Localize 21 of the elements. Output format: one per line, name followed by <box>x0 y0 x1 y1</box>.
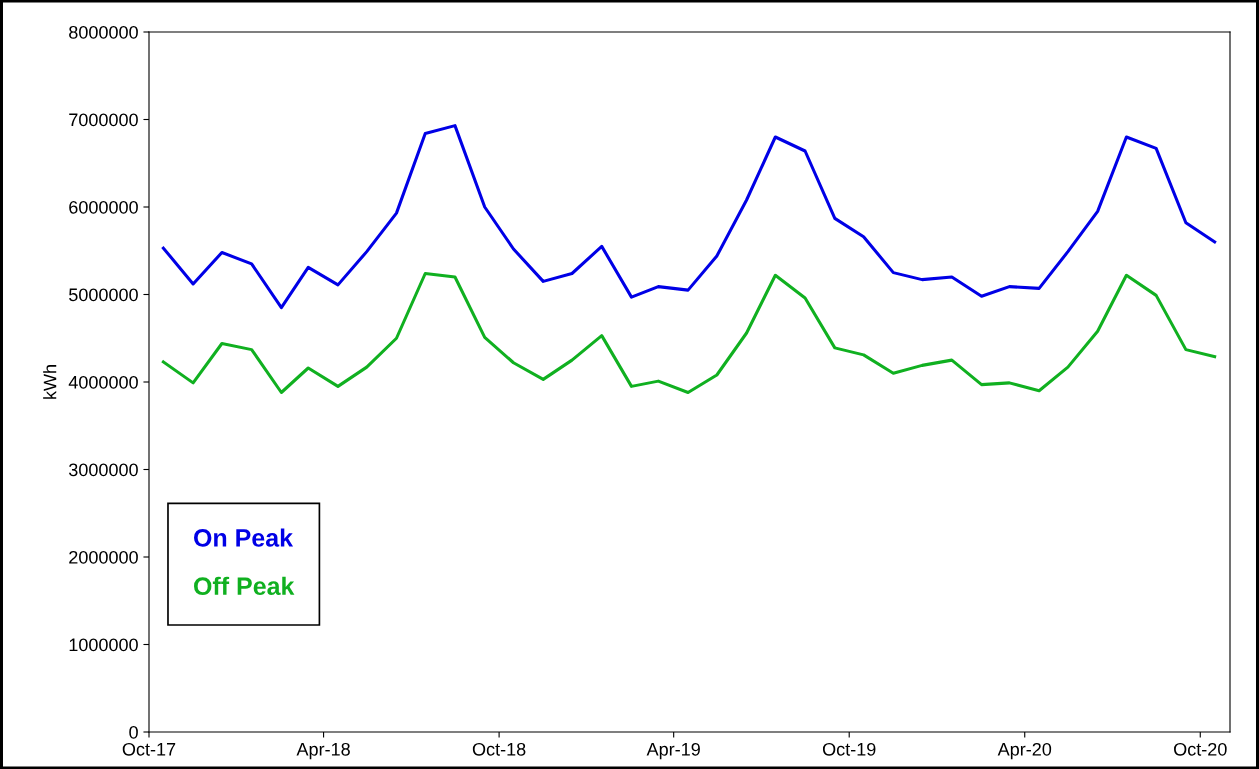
y-tick-label: 8000000 <box>69 25 138 39</box>
y-tick-label: 4000000 <box>68 375 138 389</box>
line-series <box>161 271 1217 395</box>
x-tick-label: Apr-20 <box>997 742 1052 760</box>
y-tick-label: 6000000 <box>69 200 138 214</box>
x-tick-label: Oct-20 <box>1174 742 1227 756</box>
y-tick-label: 2000000 <box>69 550 138 564</box>
line-series <box>161 124 1217 310</box>
y-tick-label: 0 <box>129 725 138 739</box>
x-tick-label: Apr-18 <box>296 742 350 760</box>
y-tick-label: 1000000 <box>69 638 138 652</box>
y-tick-label: 3000000 <box>68 463 138 477</box>
x-tick-label: Oct-18 <box>472 742 526 756</box>
x-tick-label: Oct-17 <box>122 742 176 756</box>
y-tick-label: 5000000 <box>69 288 138 302</box>
y-axis-title: kWh <box>43 365 57 399</box>
text: On Peak <box>194 528 294 547</box>
y-tick-label: 7000000 <box>69 113 138 127</box>
x-tick-label: Oct-19 <box>822 742 876 756</box>
x-tick-label: Apr-19 <box>646 742 700 760</box>
text: Off Peak <box>194 576 295 596</box>
